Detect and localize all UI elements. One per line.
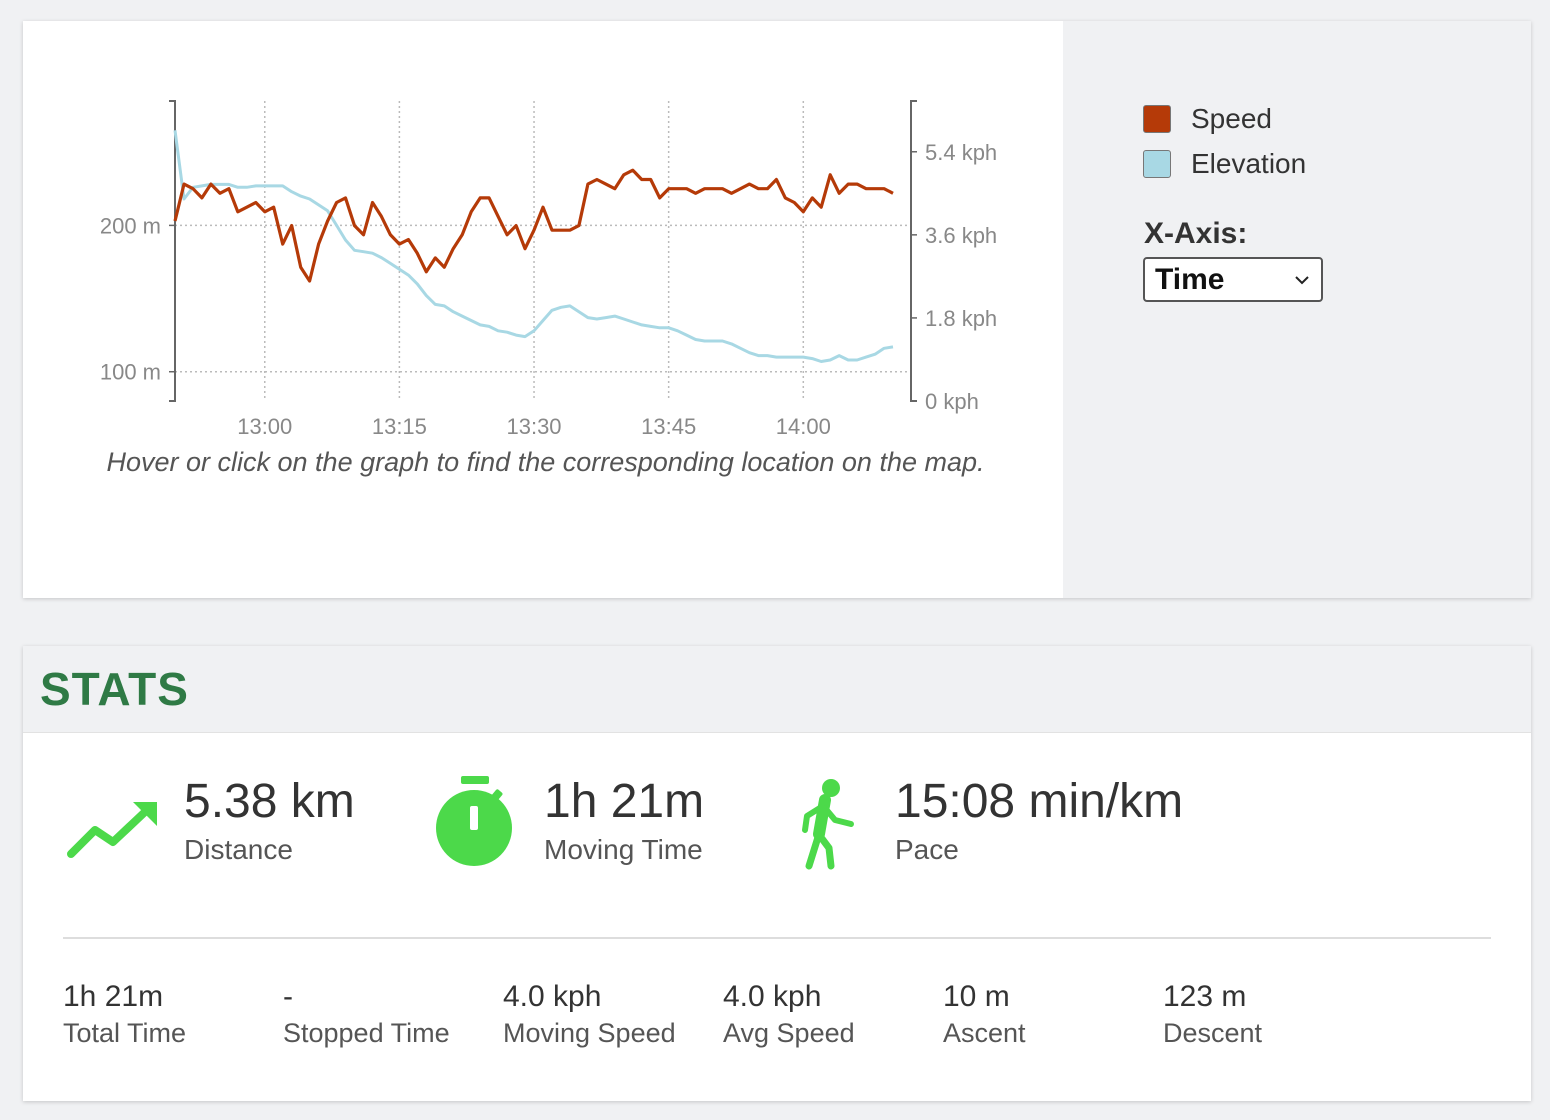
moving-speed-label: Moving Speed [503,1018,676,1048]
series-line-elevation [173,130,894,363]
x-axis-select-value: Time [1155,262,1225,296]
speed-elevation-chart[interactable]: 13:00 13:15 13:30 13:45 14:00 200 m 100 m 5.4 k… [23,21,1063,441]
stopped-time-value: - [283,980,293,1013]
chart-hint-text: Hover or click on the graph to find the … [106,447,985,477]
stats-title: STATS [40,663,189,715]
legend-swatch-speed [1143,105,1171,133]
chart-card: 13:00 13:15 13:30 13:45 14:00 200 m 100 m 5.4 k… [23,21,1531,598]
pace-value: 15:08 min/km [895,775,1184,828]
x-tick-label: 13:30 [506,414,561,439]
legend-item-speed[interactable]: Speed [1143,103,1272,135]
ascent-label: Ascent [943,1018,1026,1048]
x-tick-label: 14:00 [776,414,831,439]
stat-moving-time: 1h 21m Moving Time [433,774,773,874]
distance-label: Distance [184,834,293,865]
legend-label-elevation: Elevation [1191,148,1307,179]
stats-card: STATS 5.38 km Distance 1h 21m Moving Tim… [23,646,1531,1101]
chart-area: 13:00 13:15 13:30 13:45 14:00 200 m 100 m 5.4 k… [23,21,1063,598]
chart-side-panel: Speed Elevation X-Axis: Time [1063,21,1531,598]
y-left-tick-label: 200 m [100,213,161,238]
stats-header: STATS [23,646,1531,733]
stat-pace: 15:08 min/km Pace [795,774,1315,874]
descent-label: Descent [1163,1018,1263,1048]
distance-value: 5.38 km [184,775,355,828]
stat-descent: 123 m Descent [1163,979,1262,1051]
y-right-tick-label: 5.4 kph [925,140,997,165]
x-axis-select[interactable]: Time [1143,257,1323,302]
ascent-value: 10 m [943,980,1010,1013]
chevron-down-icon [1295,276,1309,285]
stat-stopped-time: - Stopped Time [283,979,450,1051]
moving-time-label: Moving Time [544,834,703,865]
x-axis-label: X-Axis: [1144,217,1248,250]
total-time-value: 1h 21m [63,980,164,1013]
y-right-tick-label: 3.6 kph [925,223,997,248]
y-left-tick-label: 100 m [100,360,161,385]
y-left-axis [169,100,176,402]
moving-time-value: 1h 21m [544,775,705,828]
stat-distance: 5.38 km Distance [63,774,403,874]
x-tick-label: 13:15 [372,414,427,439]
legend-label-speed: Speed [1191,103,1272,134]
stat-avg-speed: 4.0 kph Avg Speed [723,979,855,1051]
stats-divider [63,937,1491,939]
stat-total-time: 1h 21m Total Time [63,979,186,1051]
x-tick-label: 13:00 [237,414,292,439]
stat-ascent: 10 m Ascent [943,979,1026,1051]
stopwatch-icon [436,776,512,866]
total-time-label: Total Time [63,1018,187,1048]
series-line-speed [173,168,894,283]
moving-speed-value: 4.0 kph [503,980,602,1013]
descent-value: 123 m [1163,980,1247,1013]
walking-person-icon [802,779,854,870]
legend-item-elevation[interactable]: Elevation [1143,148,1306,180]
y-right-tick-label: 1.8 kph [925,306,997,331]
avg-speed-label: Avg Speed [723,1018,855,1048]
y-right-tick-label: 0 kph [925,389,979,414]
avg-speed-value: 4.0 kph [723,980,822,1013]
y-right-axis [910,100,917,402]
x-tick-label: 13:45 [641,414,696,439]
trending-up-icon [67,802,157,858]
stopped-time-label: Stopped Time [283,1018,450,1048]
pace-label: Pace [895,834,959,865]
stat-moving-speed: 4.0 kph Moving Speed [503,979,676,1051]
legend-swatch-elevation [1143,150,1171,178]
